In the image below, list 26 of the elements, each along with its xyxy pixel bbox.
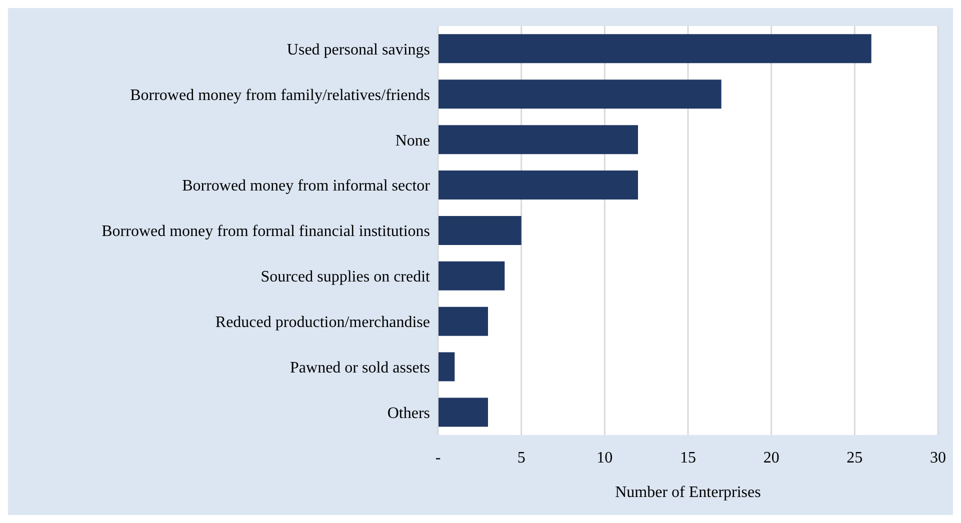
- x-tick-label: 30: [930, 449, 946, 466]
- bar: [438, 306, 488, 336]
- x-tick-label: 10: [596, 449, 613, 466]
- y-tick-label: Pawned or sold assets: [290, 360, 430, 377]
- bar: [438, 261, 505, 290]
- bar: [438, 352, 455, 382]
- x-tick-label: 20: [763, 449, 780, 466]
- bar: [438, 170, 638, 200]
- y-tick-label: Used personal savings: [286, 41, 430, 58]
- y-tick-label: Borrowed money from informal sector: [182, 178, 431, 195]
- y-tick-label: Reduced production/merchandise: [215, 314, 430, 332]
- y-tick-label: Others: [387, 404, 430, 422]
- bar: [438, 34, 872, 64]
- bar: [438, 216, 522, 245]
- x-tick-label: 15: [680, 449, 696, 466]
- bar: [438, 398, 488, 427]
- y-tick-label: None: [395, 132, 430, 150]
- x-axis-title: Number of Enterprises: [615, 484, 761, 501]
- y-tick-label: Sourced supplies on credit: [260, 268, 431, 286]
- bar: [438, 125, 638, 154]
- x-tick-label: -: [435, 449, 441, 466]
- x-tick-label: 25: [846, 449, 863, 466]
- y-tick-label: Borrowed money from family/relatives/friends: [130, 86, 430, 104]
- x-tick-label: 5: [517, 449, 526, 466]
- y-tick-label: Borrowed money from formal financial institutions: [102, 223, 430, 240]
- bar: [438, 80, 722, 109]
